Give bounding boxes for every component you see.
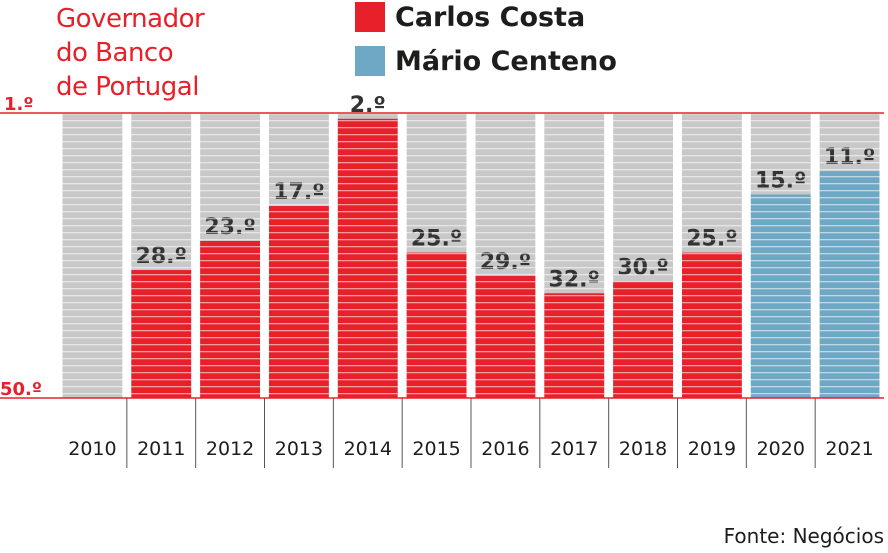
x-tick-label-2018: 2018 — [619, 438, 667, 460]
legend-label-mario-centeno: Mário Centeno — [395, 45, 617, 77]
x-tick-label-2019: 2019 — [688, 438, 736, 460]
x-tick-label-2012: 2012 — [206, 438, 254, 460]
stripe-overlay-2012 — [200, 113, 260, 398]
stripe-overlay-2019 — [682, 113, 742, 398]
x-tick-label-2013: 2013 — [275, 438, 323, 460]
x-tick-label-2021: 2021 — [825, 438, 873, 460]
x-tick-label-2015: 2015 — [412, 438, 460, 460]
legend-swatch-mario-centeno — [355, 46, 385, 76]
x-tick-label-2017: 2017 — [550, 438, 598, 460]
stripe-overlay-2021 — [819, 113, 880, 398]
stripe-overlay-2016 — [475, 113, 536, 398]
stripe-overlay-2011 — [131, 113, 192, 398]
y-tick-label-top: 1.º — [4, 94, 34, 115]
stripe-overlay-2020 — [750, 113, 811, 398]
title-line-3: de Portugal — [56, 72, 199, 102]
x-tick-label-2011: 2011 — [137, 438, 185, 460]
stripe-overlay-2018 — [613, 113, 673, 398]
legend-label-carlos-costa: Carlos Costa — [395, 1, 586, 33]
x-tick-label-2014: 2014 — [344, 438, 392, 460]
stripe-overlay-2014 — [337, 113, 398, 398]
stripe-overlay-2013 — [269, 113, 329, 398]
title-line-2: do Banco — [56, 38, 174, 68]
y-tick-label-bottom: 50.º — [0, 379, 42, 400]
source-note: Fonte: Negócios — [723, 524, 884, 548]
title-line-1: Governador — [56, 4, 205, 34]
chart-title: Governador do Banco de Portugal — [56, 2, 276, 104]
x-tick-label-2010: 2010 — [68, 438, 116, 460]
legend-item-carlos-costa: Carlos Costa — [355, 0, 585, 34]
x-tick-label-2016: 2016 — [481, 438, 529, 460]
stripe-overlay-2015 — [406, 113, 467, 398]
legend-swatch-carlos-costa — [355, 2, 385, 32]
legend-item-mario-centeno: Mário Centeno — [355, 44, 617, 78]
x-tick-label-2020: 2020 — [757, 438, 805, 460]
stripe-overlay-2017 — [544, 113, 605, 398]
stripe-overlay-2010 — [62, 113, 123, 398]
